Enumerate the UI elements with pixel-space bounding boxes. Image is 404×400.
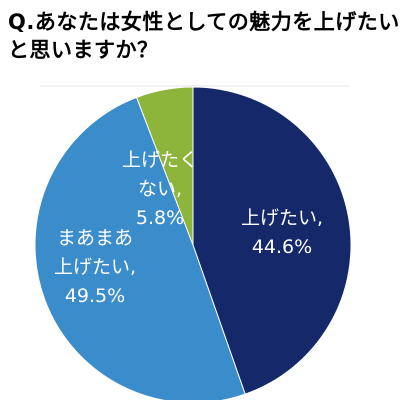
value-label: 49.5% <box>64 285 126 307</box>
pie-slice <box>135 86 194 246</box>
chart-title: Q.あなたは女性としての魅力を上げたいと思いますか？ <box>8 10 400 62</box>
slice-label: まあまあ上げたい, 49.5% <box>52 224 138 311</box>
category-label: 上げたくない, <box>121 149 198 200</box>
category-label: まあまあ上げたい, <box>53 227 137 278</box>
category-label: 上げたい, <box>240 207 324 229</box>
pie-slice <box>34 96 246 400</box>
slice-label: 上げたい, 44.6% <box>222 204 342 262</box>
value-label: 44.6% <box>251 236 313 258</box>
value-label: 5.8% <box>135 207 185 229</box>
pie-slice <box>192 86 352 395</box>
slice-label: 上げたくない, 5.8% <box>118 146 202 233</box>
